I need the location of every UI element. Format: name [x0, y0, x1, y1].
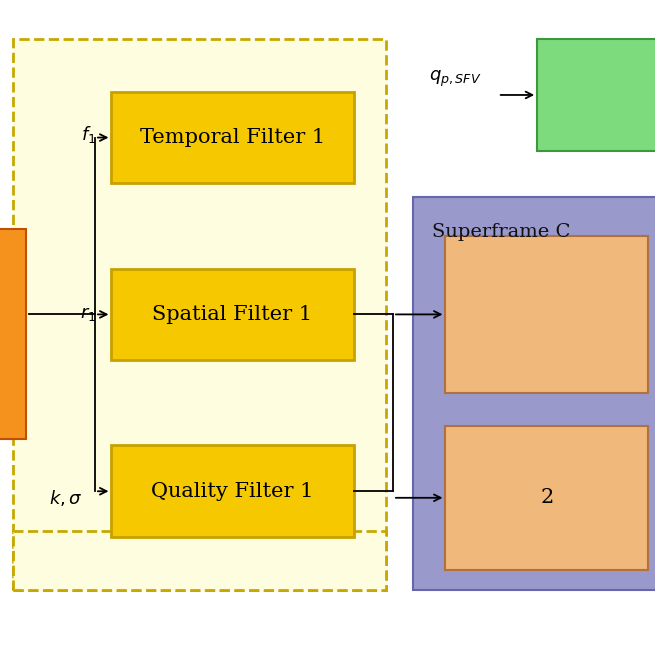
FancyBboxPatch shape [537, 39, 655, 151]
FancyBboxPatch shape [413, 196, 655, 590]
FancyBboxPatch shape [445, 426, 648, 570]
Text: Spatial Filter 1: Spatial Filter 1 [153, 305, 312, 324]
Text: Superframe C: Superframe C [432, 223, 571, 240]
FancyBboxPatch shape [13, 531, 386, 590]
Text: $q_{p,SFV}$: $q_{p,SFV}$ [429, 69, 481, 88]
Text: Quality Filter 1: Quality Filter 1 [151, 481, 314, 501]
Text: $r_1$: $r_1$ [81, 305, 96, 324]
Text: $f_1$: $f_1$ [81, 124, 96, 145]
FancyBboxPatch shape [445, 236, 648, 393]
FancyBboxPatch shape [111, 92, 354, 183]
Text: 2: 2 [540, 488, 553, 508]
FancyBboxPatch shape [111, 269, 354, 360]
FancyBboxPatch shape [111, 445, 354, 537]
Text: $k, \sigma$: $k, \sigma$ [48, 488, 83, 508]
FancyBboxPatch shape [13, 39, 386, 590]
FancyBboxPatch shape [0, 229, 26, 439]
Text: Temporal Filter 1: Temporal Filter 1 [140, 128, 325, 147]
